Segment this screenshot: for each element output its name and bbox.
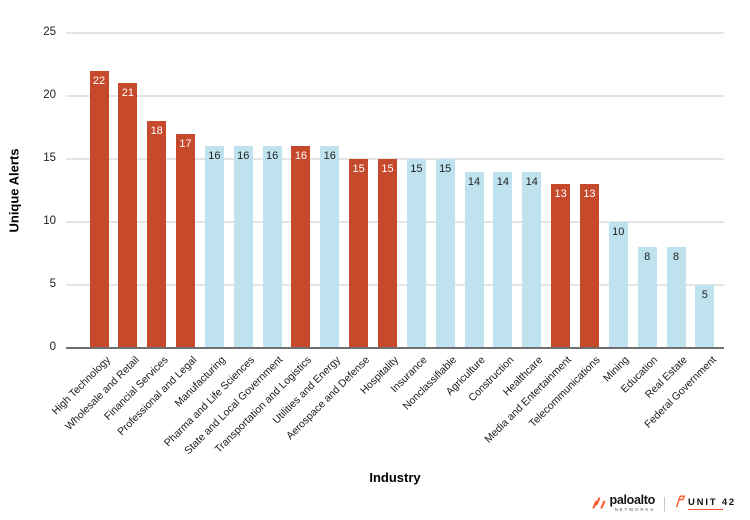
y-tick-20: 20 [43,89,56,101]
bar-education: 8 [637,247,657,348]
bar-utilities-and-energy: 16 [320,146,340,348]
bar-value-label: 22 [92,74,106,87]
bar-value-label: 16 [294,150,308,163]
bar-wholesale-and-retail: 21 [118,83,138,348]
bar-value-label: 15 [410,163,423,175]
bar-transportation-and-logistics: 16 [291,146,311,348]
y-tick-5: 5 [49,278,56,290]
bar-real-estate: 8 [666,247,686,348]
bar-pharma-and-life-sciences: 16 [233,146,253,348]
bar-high-technology: 22 [89,70,109,348]
gridline-25 [66,32,724,34]
bar-value-label: 15 [381,163,394,175]
bar-value-label: 15 [352,163,365,175]
bar-aerospace-and-defense: 15 [349,159,369,348]
unit42-flag-icon [674,495,686,513]
bar-value-label: 15 [439,163,452,175]
gridline-20 [66,95,724,97]
x-axis-line [66,347,724,349]
bar-value-label: 16 [237,150,250,163]
bar-value-label: 14 [525,175,538,188]
bar-media-and-entertainment: 13 [551,184,571,348]
bar-manufacturing: 16 [204,146,224,348]
y-tick-15: 15 [43,152,56,164]
bar-value-label: 17 [179,137,192,150]
bar-healthcare: 14 [522,171,542,348]
bar-insurance: 15 [406,159,426,348]
y-tick-10: 10 [43,215,56,227]
bar-federal-government: 5 [695,285,715,348]
bar-value-label: 21 [121,87,134,100]
bar-financial-services: 18 [147,121,167,348]
bar-hospitality: 15 [378,159,397,348]
bar-agriculture: 14 [464,171,484,348]
paloalto-networks-subtext: NETWORKS [614,507,656,512]
bar-value-label: 16 [323,150,336,163]
unit42-logo: UNIT 42 [674,495,736,513]
bar-value-label: 13 [554,188,567,201]
bar-value-label: 14 [496,175,510,188]
y-tick-25: 25 [43,26,56,38]
bar-value-label: 16 [208,150,221,163]
bar-value-label: 18 [150,125,163,138]
bar-value-label: 13 [583,188,596,201]
bar-value-label: 5 [701,289,708,301]
paloalto-wordmark: paloalto [609,493,656,507]
logo-divider [664,496,666,512]
unit42-wordmark: UNIT 42 [688,496,736,508]
bar-professional-and-legal: 17 [176,133,196,348]
paloalto-networks-logo: paloalto NETWORKS [592,494,655,514]
brand-footer: paloalto NETWORKS UNIT 42 [592,494,736,514]
bar-mining: 10 [608,222,628,348]
bar-value-label: 8 [672,251,680,264]
bar-value-label: 16 [265,150,279,163]
bar-state-and-local-government: 16 [262,146,282,348]
unit42-underline [688,508,723,511]
bar-value-label: 14 [467,175,481,188]
bar-telecommunications: 13 [579,184,599,348]
y-axis-title: Unique Alerts [6,148,22,233]
bar-construction: 14 [493,171,513,348]
bar-value-label: 8 [644,251,651,264]
x-axis-title: Industry [369,470,421,485]
bar-nonclassifiable: 15 [435,159,455,348]
paloalto-slashes-icon [592,496,607,514]
bar-value-label: 10 [612,226,625,238]
y-tick-0: 0 [49,341,56,353]
plot-area: 22 21 18 17 16 16 16 16 16 15 15 15 15 14 14 14 13 13 10 8 8… [66,32,724,348]
